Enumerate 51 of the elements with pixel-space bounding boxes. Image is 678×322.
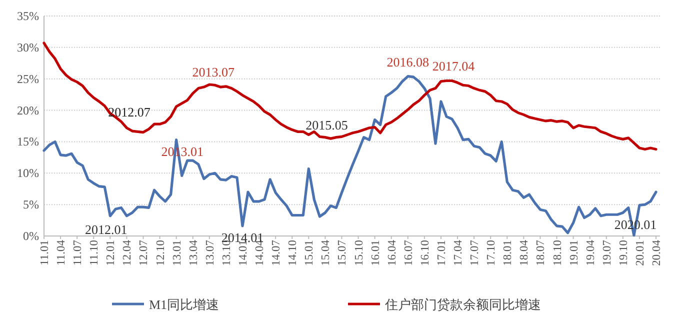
y-tick-label: 5% [23,198,39,212]
x-tick-label: 16.07 [402,240,415,266]
x-tick-label: 12.07 [138,240,150,266]
x-tick-label: 11.04 [56,240,68,266]
x-tick-label: 14.07 [270,240,283,266]
x-tick-label: 18.01 [502,240,514,266]
y-tick-label: 10% [17,166,39,180]
x-tick-label: 14.10 [287,240,300,266]
y-tick-label: 30% [17,40,39,54]
x-tick-label: 13.01 [171,240,184,266]
annotation: 2013.07 [192,64,236,80]
x-tick-label: 13.07 [204,240,216,266]
annotation: 2016.08 [386,54,430,70]
y-tick-label: 15% [17,134,39,149]
x-tick-label: 17.04 [452,240,465,266]
annotation: 2015.05 [306,118,348,133]
x-tick-label: 19.07 [601,240,614,266]
y-tick-label: 0% [23,229,39,243]
x-tick-label: 15.01 [304,240,316,266]
x-tick-label: 16.01 [370,240,382,266]
x-tick-label: 17.10 [486,240,498,266]
x-tick-label: 17.01 [436,240,448,266]
x-tick-label: 11.07 [72,240,84,266]
x-tick-label: 12.04 [122,240,134,266]
y-tick-label: 20% [17,103,39,118]
y-tick-label: 25% [17,72,39,86]
y-tick-label: 35% [17,9,39,23]
annotation: 2012.01 [85,222,128,237]
x-tick-label: 15.10 [353,240,366,266]
x-tick-label: 15.04 [320,240,332,266]
x-tick-label: 15.07 [336,240,349,266]
x-tick-label: 19.01 [568,240,580,266]
x-tick-label: 20.01 [634,240,646,266]
x-tick-label: 18.07 [535,240,548,266]
x-tick-label: 19.10 [618,240,630,266]
x-tick-label: 11.10 [88,240,101,266]
x-tick-label: 12.10 [154,240,167,266]
x-tick-label: 11.01 [39,240,51,266]
x-tick-label: 13.04 [188,240,200,266]
x-tick-label: 16.04 [386,240,398,266]
x-tick-label: 14.04 [254,240,266,266]
legend-label: 住户部门贷款余额同比增速 [384,297,541,312]
x-tick-label: 16.10 [419,240,432,266]
x-tick-label: 18.04 [518,240,531,266]
annotation: 2017.04 [432,58,476,74]
x-tick-label: 18.10 [552,240,564,266]
x-tick-label: 20.04 [651,240,663,266]
x-tick-label: 17.07 [469,240,482,266]
x-tick-label: 12.01 [105,240,118,266]
legend-label: M1同比增速 [149,297,220,312]
x-tick-label: 19.04 [584,240,597,266]
